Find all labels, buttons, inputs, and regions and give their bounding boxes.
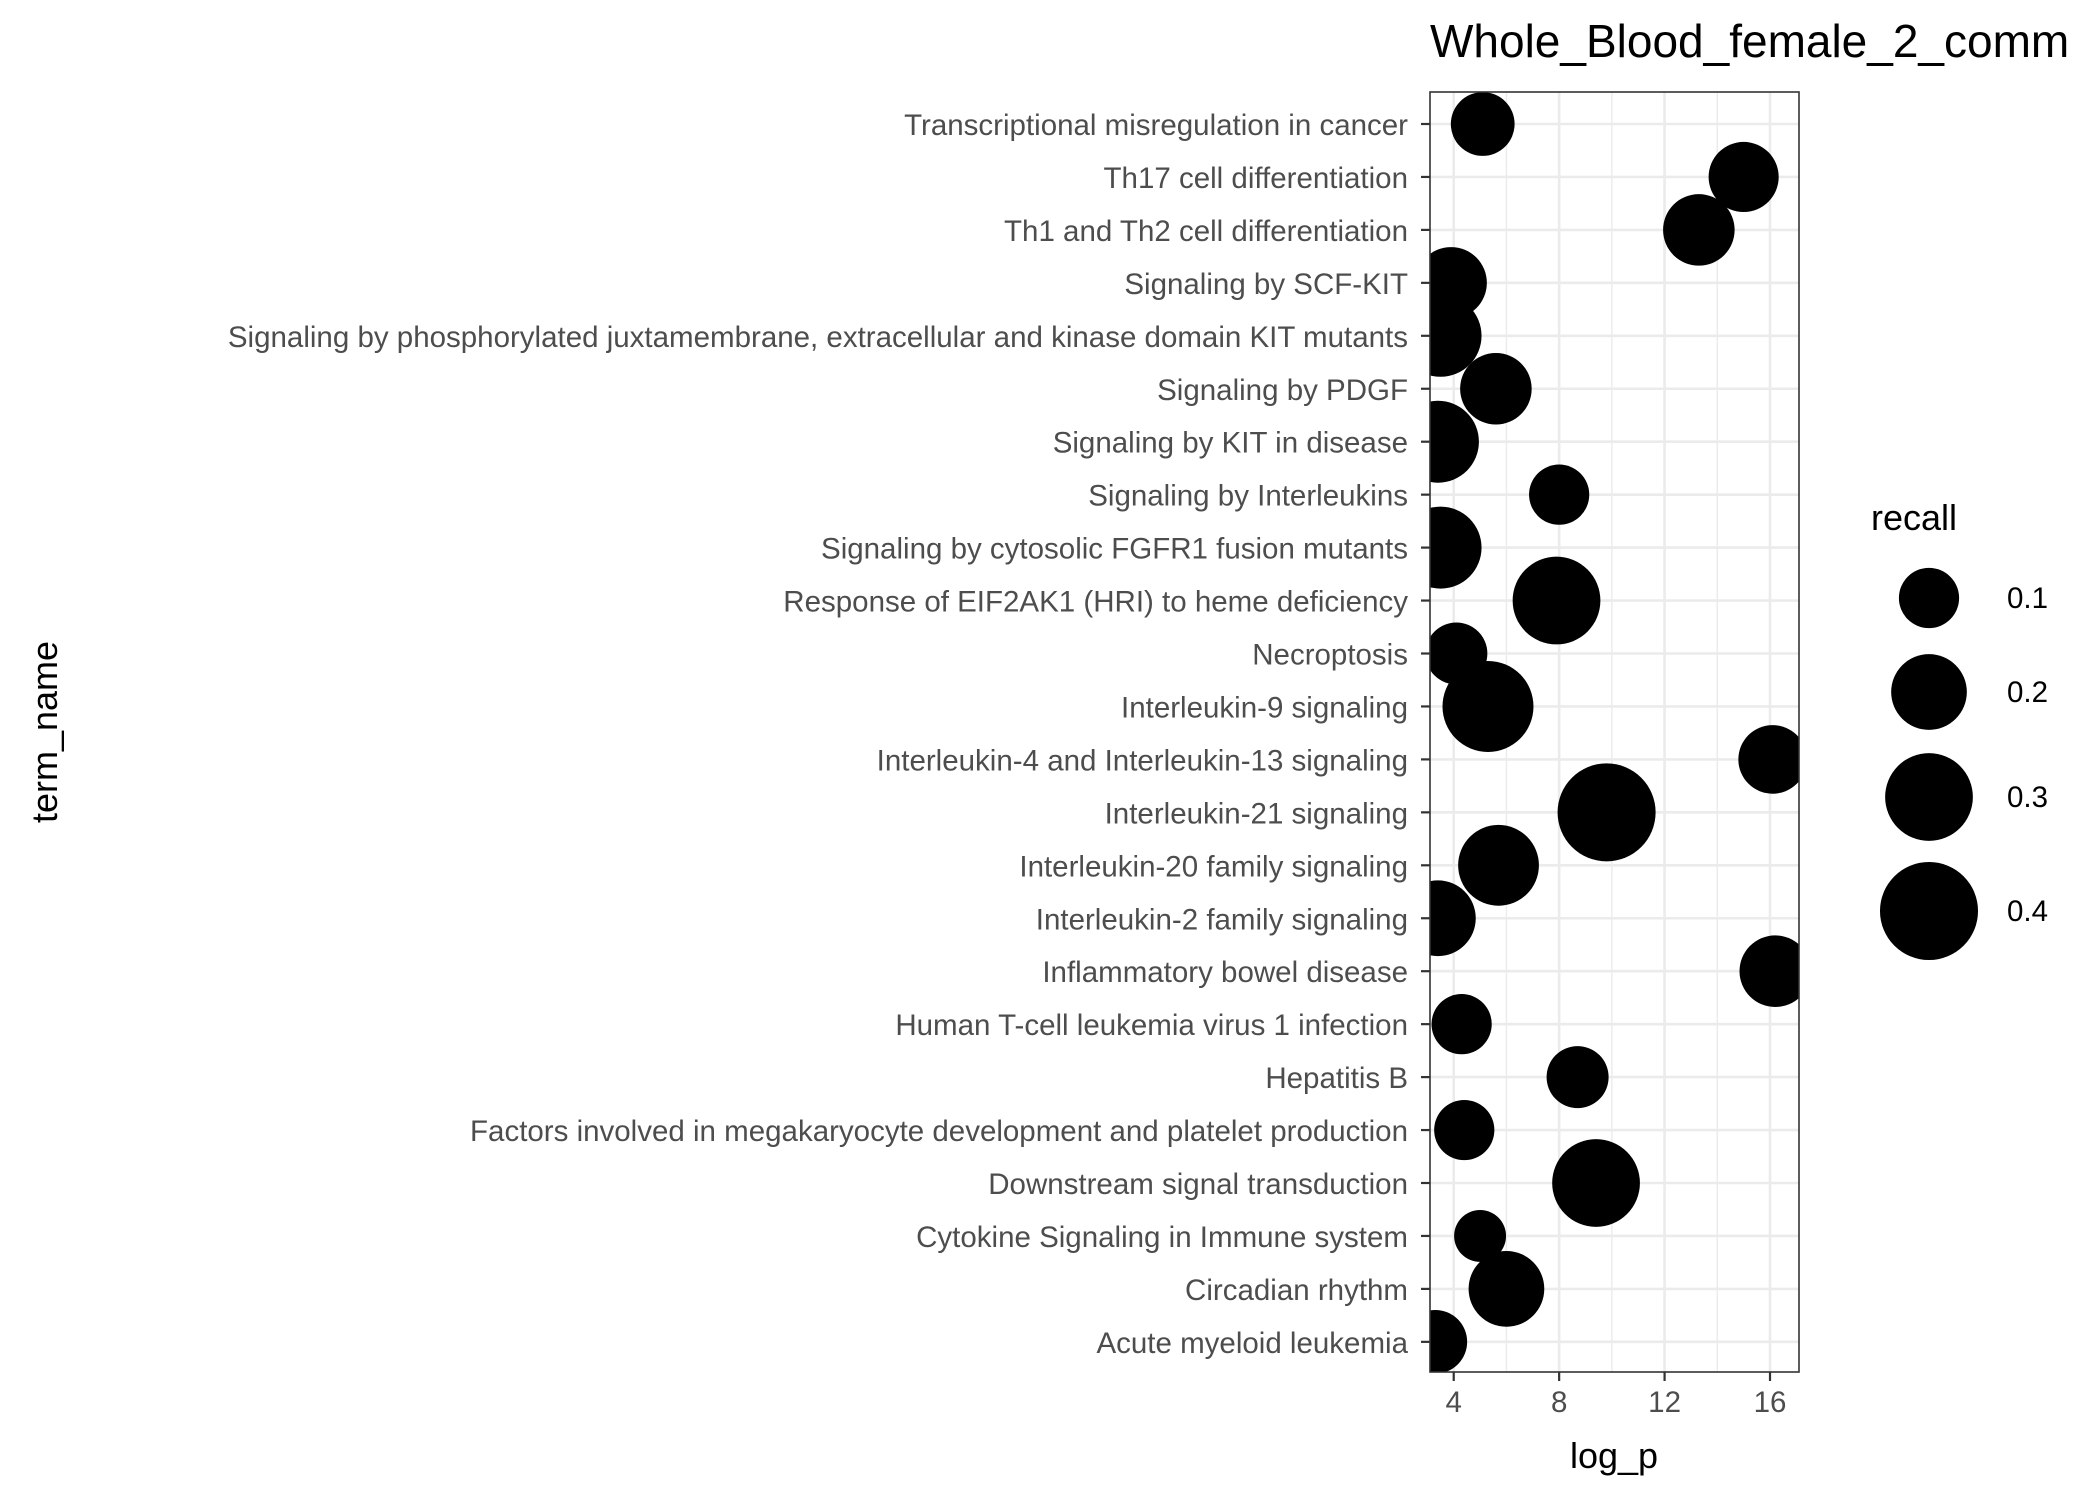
data-point [1460, 352, 1532, 425]
data-point [1529, 464, 1590, 525]
data-point [1450, 92, 1515, 156]
data-point [1738, 725, 1799, 794]
legend: recall 0.1 0.2 0.3 0.4 [1871, 497, 2048, 961]
legend-key [1898, 567, 1960, 629]
x-axis-title: log_p [1570, 1435, 1658, 1476]
y-tick-label: Hepatitis B [1265, 1062, 1408, 1095]
panel-border [1429, 91, 1800, 1373]
data-point [1458, 824, 1539, 906]
data-point [1430, 1309, 1468, 1372]
data-point [1512, 556, 1601, 645]
y-tick-label: Signaling by cytosolic FGFR1 fusion muta… [821, 533, 1408, 566]
x-axis: 4 8 12 16 [1446, 1372, 1787, 1419]
y-tick-label: Signaling by SCF-KIT [1124, 268, 1408, 301]
data-point [1430, 880, 1476, 957]
y-tick-label: Inflammatory bowel disease [1042, 956, 1408, 989]
data-point [1442, 660, 1534, 752]
data-point [1468, 1251, 1545, 1327]
legend-label: 0.3 [2007, 781, 2048, 814]
legend-label: 0.4 [2007, 895, 2048, 928]
y-tick-label: Interleukin-9 signaling [1121, 691, 1408, 724]
legend-title: recall [1871, 497, 1957, 538]
data-point [1663, 194, 1735, 266]
data-point [1546, 1046, 1609, 1109]
data-point [1552, 1139, 1640, 1227]
grid-lines [1430, 92, 1799, 1372]
y-tick-label: Th1 and Th2 cell differentiation [1004, 215, 1408, 248]
y-tick-label: Factors involved in megakaryocyte develo… [470, 1115, 1408, 1148]
y-tick-label: Transcriptional misregulation in cancer [904, 109, 1408, 142]
y-axis: Transcriptional misregulation in cancer T… [228, 109, 1430, 1360]
y-axis-title: term_name [24, 641, 65, 823]
x-tick-label: 16 [1754, 1386, 1787, 1419]
y-tick-label: Th17 cell differentiation [1104, 162, 1408, 195]
data-point [1434, 1099, 1495, 1161]
y-tick-label: Interleukin-21 signaling [1105, 797, 1408, 830]
y-tick-label: Cytokine Signaling in Immune system [916, 1221, 1408, 1254]
y-tick-label: Response of EIF2AK1 (HRI) to heme defici… [783, 586, 1408, 619]
y-tick-label: Human T-cell leukemia virus 1 infection [895, 1009, 1408, 1042]
legend-label: 0.1 [2007, 582, 2048, 615]
y-tick-label: Interleukin-2 family signaling [1036, 903, 1408, 936]
legend-key [1879, 861, 1979, 961]
x-tick-label: 4 [1446, 1386, 1462, 1419]
data-point [1454, 1209, 1507, 1262]
data-points [1430, 92, 1799, 1372]
y-tick-label: Necroptosis [1252, 639, 1408, 672]
data-point [1739, 935, 1799, 1007]
data-point [1557, 763, 1656, 862]
data-point [1430, 294, 1482, 377]
legend-label: 0.2 [2007, 676, 2048, 709]
data-point [1431, 994, 1492, 1055]
y-tick-label: Signaling by KIT in disease [1053, 427, 1408, 460]
y-tick-label: Signaling by Interleukins [1088, 480, 1408, 513]
data-point [1708, 141, 1779, 212]
y-tick-label: Circadian rhythm [1185, 1274, 1408, 1307]
y-tick-label: Downstream signal transduction [988, 1168, 1408, 1201]
y-tick-label: Acute myeloid leukemia [1096, 1327, 1408, 1360]
x-tick-label: 12 [1648, 1386, 1681, 1419]
y-tick-label: Interleukin-4 and Interleukin-13 signali… [877, 744, 1408, 777]
data-point [1430, 506, 1482, 589]
chart-title: Whole_Blood_female_2_comm [1430, 15, 2069, 67]
data-point [1430, 400, 1479, 483]
x-tick-label: 8 [1551, 1386, 1567, 1419]
y-tick-label: Signaling by PDGF [1157, 374, 1408, 407]
y-tick-label: Signaling by phosphorylated juxtamembran… [228, 321, 1408, 354]
legend-key [1891, 654, 1967, 730]
legend-key [1885, 753, 1973, 841]
y-tick-label: Interleukin-20 family signaling [1019, 850, 1408, 883]
